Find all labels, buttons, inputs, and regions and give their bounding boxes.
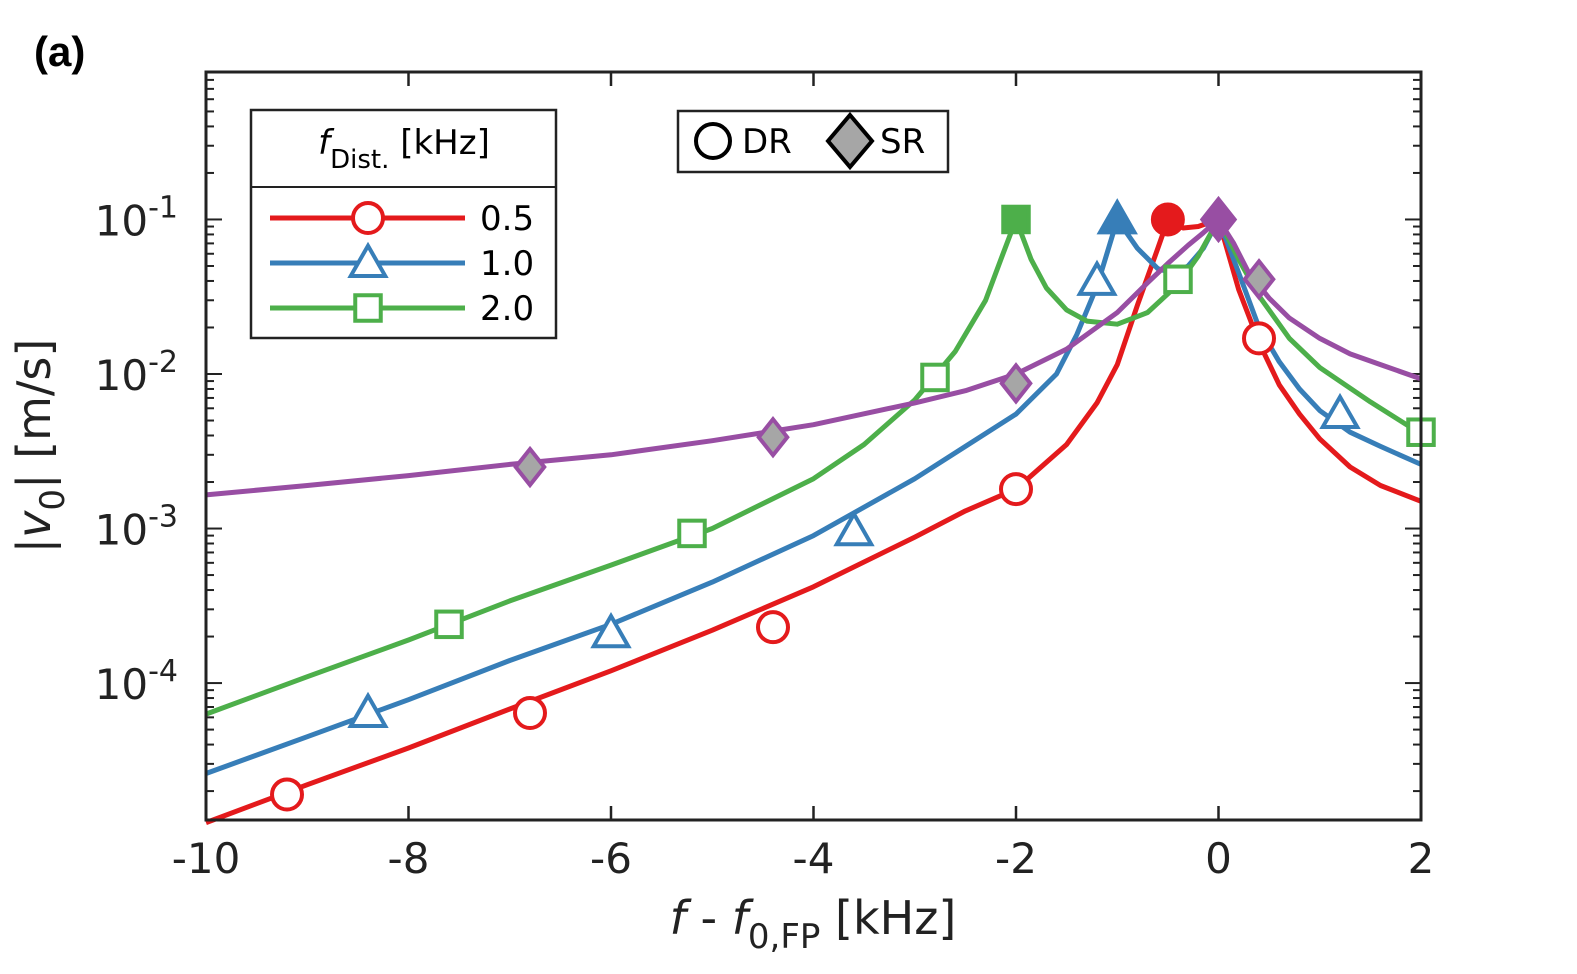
data-point-0.5 [513,696,547,731]
legend-entries: 0.5 1.0 2.0 [270,199,534,329]
x-axis-label: f - f0,FP [kHz] [670,891,957,957]
legend-series: fDist. [kHz] 0.5 1.0 2.0 [249,108,558,340]
peak-point-SR [1199,195,1238,244]
x-tick-label: -10 [172,834,241,883]
legend-series-title: fDist. [kHz] [318,123,490,175]
legend-sr-marker [825,111,875,171]
peak-point-0.5 [1150,202,1185,237]
data-point-1.0 [1076,259,1118,296]
data-point-SR [756,415,790,459]
legend-label-0.5: 0.5 [480,199,534,239]
x-tick-labels: -10 -8 -6 -4 -2 0 2 [172,834,1435,883]
x-tick-label: -8 [388,834,430,883]
x-tick-label: -2 [995,834,1037,883]
legend-dr-label: DR [742,122,792,162]
series-line-SR [205,217,1422,498]
legend-marker-1.0 [347,241,389,278]
data-point-SR [513,445,547,489]
peak-point-1.0 [1096,198,1138,235]
series-markers [270,195,1436,812]
data-point-2.0 [1163,264,1193,295]
data-point-1.0 [833,509,875,547]
series-line-0.5 [205,217,1422,825]
y-tick-labels: 10-1 10-2 10-3 10-4 [95,190,178,709]
x-tick-label: 2 [1408,834,1435,883]
data-point-2.0 [434,609,464,640]
legend-sr-label: SR [880,122,925,162]
data-point-SR [1242,258,1276,301]
y-tick-label: 10-1 [95,190,178,245]
legend-series-box [249,108,558,340]
peak-point-2.0 [1001,204,1031,235]
y-tick-label: 10-3 [95,500,178,555]
data-point-2.0 [677,518,707,549]
legend-dr-marker [694,122,732,160]
data-point-0.5 [270,777,304,812]
x-tick-label: 0 [1205,834,1232,883]
data-point-2.0 [920,362,950,393]
data-point-1.0 [347,691,389,728]
y-tick-label: 10-2 [95,345,178,400]
plot-frame [204,70,1423,822]
legend-label-2.0: 2.0 [480,289,534,329]
data-point-SR [999,362,1033,405]
data-point-1.0 [590,611,632,649]
legend-label-1.0: 1.0 [480,244,534,284]
y-tick-label: 10-4 [95,654,178,709]
legend-type: DR SR [676,109,950,174]
legend-marker-0.5 [351,201,385,235]
panel-label: (a) [34,28,85,75]
x-tick-label: -4 [793,834,835,883]
data-point-1.0 [1319,392,1361,430]
data-point-0.5 [1242,321,1276,356]
legend-marker-2.0 [353,293,383,323]
y-axis-label: |v0| [m/s] [7,339,73,554]
data-point-0.5 [999,472,1033,507]
x-tick-label: -6 [590,834,632,883]
data-point-0.5 [756,610,790,645]
